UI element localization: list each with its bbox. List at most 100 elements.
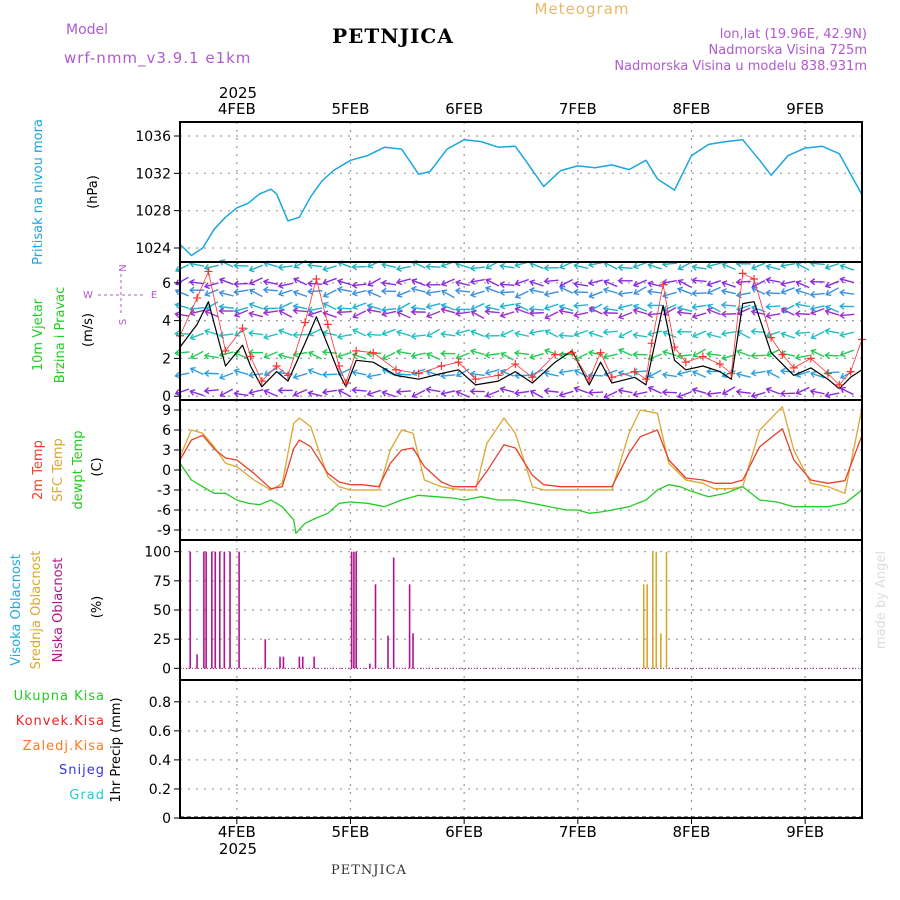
wind-arrow-head xyxy=(662,349,669,357)
wind-arrow xyxy=(559,261,574,270)
cloud-ytick-label: 25 xyxy=(153,632,171,648)
wind-arrow-shaft xyxy=(825,262,840,269)
wind-arrow xyxy=(795,386,810,396)
wind-arrow-head xyxy=(662,330,669,337)
wind-arrow-shaft xyxy=(737,307,751,315)
wind-arrow-shaft xyxy=(293,305,308,310)
wind-arrow-shaft xyxy=(264,351,278,358)
wind-arrow xyxy=(839,331,855,339)
wind-arrow xyxy=(426,351,441,361)
wind-arrow-shaft xyxy=(707,391,722,395)
wind-arrow-shaft xyxy=(293,309,308,313)
wind-arrow xyxy=(514,306,529,315)
wind-arrow xyxy=(544,311,559,320)
grid-layer xyxy=(180,122,862,819)
sfc-temp-line xyxy=(179,406,863,494)
data-layer xyxy=(174,138,866,818)
wind-arrow-head xyxy=(692,351,699,358)
wind-arrow-head xyxy=(469,370,476,378)
wind-arrow-shaft xyxy=(692,388,707,395)
wind-arrow xyxy=(485,278,500,287)
wind-arrow-shaft xyxy=(441,374,456,377)
wind-arrow-shaft xyxy=(574,311,589,317)
wind-arrow xyxy=(647,330,663,338)
wind-arrow-shaft xyxy=(574,352,588,361)
wind-arrow xyxy=(440,302,456,311)
wind-arrow-shaft xyxy=(471,310,485,320)
wind-arrow xyxy=(322,289,337,298)
wind-arrow-head xyxy=(248,301,255,309)
wind-arrow-head xyxy=(499,311,506,319)
wind-arrow-shaft xyxy=(589,291,603,298)
wind-arrow xyxy=(543,264,559,272)
wind-arrow-head xyxy=(735,371,742,379)
wind-arrow-shaft xyxy=(323,289,337,298)
wind-arrow xyxy=(558,332,574,340)
wind-gust-marker xyxy=(585,375,594,384)
wind-arrow-shaft xyxy=(367,277,381,286)
wind-gust-marker xyxy=(835,380,844,389)
wind-arrow xyxy=(617,277,633,285)
wind-arrow-shaft xyxy=(796,370,810,377)
wind-arrow-shaft xyxy=(175,351,190,354)
wind-arrow-shaft xyxy=(263,288,278,292)
wind-arrow xyxy=(470,302,485,312)
wind-arrow-head xyxy=(573,330,580,338)
wind-arrow-shaft xyxy=(530,280,544,287)
wind-arrow-head xyxy=(470,329,477,336)
wind-arrow xyxy=(396,302,411,312)
wind-arrow-shaft xyxy=(308,307,323,312)
wind-arrow-shaft xyxy=(677,370,692,375)
cloud-ytick-label: 75 xyxy=(153,574,171,590)
cloud-label-1: Visoka Oblacnost xyxy=(9,554,24,666)
wind-arrow xyxy=(794,301,810,309)
day-label-bottom: 5FEB xyxy=(332,823,370,841)
wind-arrow-head xyxy=(573,262,580,270)
wind-arrow-head xyxy=(366,289,374,297)
wind-arrow-shaft xyxy=(470,278,485,283)
wind-arrow-head xyxy=(469,277,476,285)
wind-arrow xyxy=(632,279,648,288)
wind-arrow-head xyxy=(736,330,743,337)
wind-arrow-shaft xyxy=(544,389,559,393)
wind-arrow-shaft xyxy=(515,332,530,338)
wind-arrow-shaft xyxy=(396,265,411,270)
wind-arrow xyxy=(514,389,530,397)
wind-arrow-shaft xyxy=(382,263,397,268)
wind-arrow xyxy=(366,289,382,298)
wind-arrow-head xyxy=(292,307,299,315)
wind-arrow-head xyxy=(366,350,372,358)
wind-arrow-shaft xyxy=(500,387,515,393)
wind-arrow xyxy=(293,259,307,269)
wind-arrow-head xyxy=(293,262,300,269)
wind-arrow-head xyxy=(307,390,314,398)
wind-arrow-shaft xyxy=(707,353,722,357)
wind-arrow xyxy=(499,302,515,310)
wind-arrow-shaft xyxy=(589,307,603,315)
wind-arrow xyxy=(721,262,736,271)
wind-arrow-head xyxy=(706,307,713,315)
wind-gust-marker xyxy=(789,363,798,372)
wind-arrow-head xyxy=(174,302,181,309)
wind-arrow-head xyxy=(174,371,181,379)
wind-arrow-head xyxy=(602,286,609,294)
wind-arrow xyxy=(352,310,367,319)
wind-arrow xyxy=(824,308,840,316)
wind-arrow xyxy=(248,310,264,318)
wind-gust-marker xyxy=(551,350,560,359)
wind-arrow-head xyxy=(676,369,683,377)
wind-arrow xyxy=(307,287,323,295)
cloud-ytick-label: 0 xyxy=(162,661,171,677)
wind-arrow xyxy=(292,331,308,339)
wind-arrow-shaft xyxy=(427,328,440,337)
wind-arrow xyxy=(204,301,219,311)
wind-arrow xyxy=(780,287,795,295)
wind-arrow-head xyxy=(218,373,226,381)
wind-arrow xyxy=(602,309,618,317)
wind-arrow-head xyxy=(189,366,196,374)
wind-arrow-shaft xyxy=(485,306,500,311)
wind-arrow-head xyxy=(824,281,831,289)
wind-arrow xyxy=(455,389,470,398)
wind-arrow xyxy=(336,278,352,286)
wind-arrow xyxy=(455,329,470,337)
